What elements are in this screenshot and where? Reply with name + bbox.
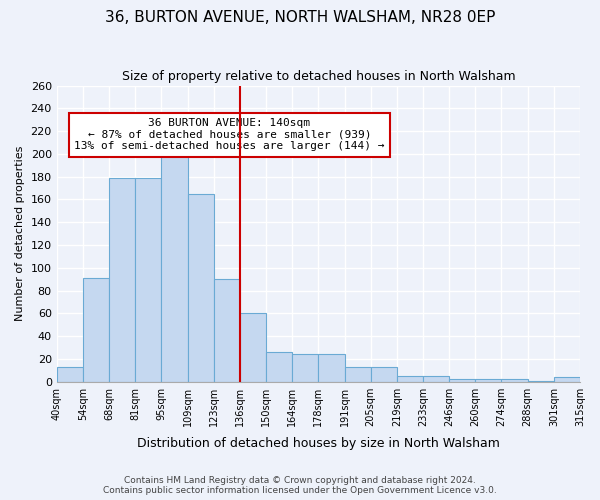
Bar (83, 278, 109, 382)
Bar (109, 178, 135, 382)
Bar (56, 367, 83, 382)
Bar (527, 380, 554, 382)
Bar (214, 279, 240, 382)
Bar (240, 314, 266, 382)
Bar (397, 376, 423, 382)
Bar (344, 367, 371, 382)
Y-axis label: Number of detached properties: Number of detached properties (15, 146, 25, 322)
Bar (266, 352, 292, 382)
X-axis label: Distribution of detached houses by size in North Walsham: Distribution of detached houses by size … (137, 437, 500, 450)
Bar (187, 194, 214, 382)
Bar (475, 380, 502, 382)
Bar (371, 367, 397, 382)
Bar (135, 178, 161, 382)
Bar (502, 380, 527, 382)
Bar (423, 376, 449, 382)
Bar (319, 354, 344, 382)
Text: 36 BURTON AVENUE: 140sqm
← 87% of detached houses are smaller (939)
13% of semi-: 36 BURTON AVENUE: 140sqm ← 87% of detach… (74, 118, 385, 152)
Bar (161, 144, 187, 382)
Text: 36, BURTON AVENUE, NORTH WALSHAM, NR28 0EP: 36, BURTON AVENUE, NORTH WALSHAM, NR28 0… (105, 10, 495, 25)
Text: Contains HM Land Registry data © Crown copyright and database right 2024.
Contai: Contains HM Land Registry data © Crown c… (103, 476, 497, 495)
Bar (292, 354, 319, 382)
Bar (554, 377, 580, 382)
Bar (449, 380, 475, 382)
Title: Size of property relative to detached houses in North Walsham: Size of property relative to detached ho… (122, 70, 515, 83)
